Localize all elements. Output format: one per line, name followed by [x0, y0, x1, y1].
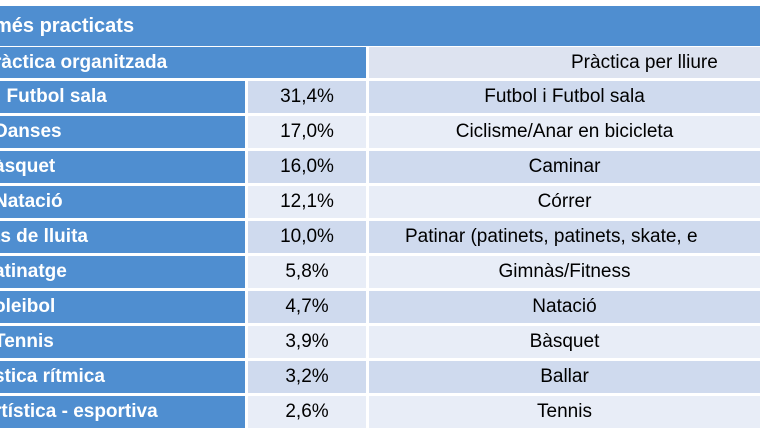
sport-cell: Tennis — [0, 326, 245, 358]
table-row: àsquet 16,0% Caminar — [0, 151, 760, 183]
free-activity-name: Caminar — [528, 156, 601, 177]
percent-cell: 10,0% — [248, 221, 366, 253]
percent-cell: 17,0% — [248, 116, 366, 148]
sport-name: stica rítmica — [0, 366, 105, 387]
header-free: Pràctica per lliure — [369, 47, 760, 78]
table-title: més practicats — [0, 6, 760, 46]
sport-name: Natació — [0, 191, 63, 212]
table-row: atinatge 5,8% Gimnàs/Fitness — [0, 256, 760, 288]
sport-cell: oleibol — [0, 291, 245, 323]
sport-cell: atinatge — [0, 256, 245, 288]
sport-cell: àsquet — [0, 151, 245, 183]
sport-cell: stica rítmica — [0, 361, 245, 393]
sport-cell: Danses — [0, 116, 245, 148]
sport-name: Tennis — [0, 331, 54, 352]
percent-cell: 3,9% — [248, 326, 366, 358]
free-activity-cell: Natació — [369, 291, 760, 323]
free-activity-name: Córrer — [537, 191, 592, 212]
sport-name: àsquet — [0, 156, 56, 177]
free-activity-name: Futbol i Futbol sala — [484, 86, 645, 107]
percent-cell: 2,6% — [248, 396, 366, 428]
free-activity-cell: Bàsquet — [369, 326, 760, 358]
sport-name: oleibol — [0, 296, 56, 317]
percent-cell: 31,4% — [248, 81, 366, 113]
free-activity-name: Natació — [532, 296, 597, 317]
sport-cell: Natació — [0, 186, 245, 218]
sport-name: atinatge — [0, 261, 67, 282]
free-activity-cell: Gimnàs/Fitness — [369, 256, 760, 288]
free-activity-cell: Patinar (patinets, patinets, skate, e — [369, 221, 760, 253]
free-activity-cell: Tennis — [369, 396, 760, 428]
free-activity-name: Ballar — [540, 366, 589, 387]
percent-cell: 3,2% — [248, 361, 366, 393]
table-row: i Futbol sala 31,4% Futbol i Futbol sala — [0, 81, 760, 113]
sport-cell: i Futbol sala — [0, 81, 245, 113]
free-activity-cell: Córrer — [369, 186, 760, 218]
table-row: rtística - esportiva 2,6% Tennis — [0, 396, 760, 428]
table-row: Danses 17,0% Ciclisme/Anar en bicicleta — [0, 116, 760, 148]
free-activity-cell: Ciclisme/Anar en bicicleta — [369, 116, 760, 148]
free-activity-name: Patinar (patinets, patinets, skate, e — [405, 226, 698, 247]
sport-cell: ts de lluita — [0, 221, 245, 253]
sport-name: rtística - esportiva — [0, 401, 158, 422]
sport-cell: rtística - esportiva — [0, 396, 245, 428]
sport-name: Danses — [0, 121, 62, 142]
header-free-label: Pràctica per lliure — [571, 52, 718, 73]
free-activity-name: Gimnàs/Fitness — [498, 261, 631, 282]
table-row: Tennis 3,9% Bàsquet — [0, 326, 760, 358]
percent-cell: 16,0% — [248, 151, 366, 183]
header-organized: ràctica organitzada — [0, 47, 366, 78]
free-activity-cell: Caminar — [369, 151, 760, 183]
free-activity-name: Ciclisme/Anar en bicicleta — [455, 121, 674, 142]
free-activity-name: Tennis — [537, 401, 592, 422]
percent-cell: 5,8% — [248, 256, 366, 288]
percent-cell: 4,7% — [248, 291, 366, 323]
free-activity-cell: Ballar — [369, 361, 760, 393]
percent-cell: 12,1% — [248, 186, 366, 218]
table-row: Natació 12,1% Córrer — [0, 186, 760, 218]
table-row: ts de lluita 10,0% Patinar (patinets, pa… — [0, 221, 760, 253]
table-row: stica rítmica 3,2% Ballar — [0, 361, 760, 393]
sport-name: i Futbol sala — [0, 86, 107, 107]
table-row: oleibol 4,7% Natació — [0, 291, 760, 323]
sport-name: ts de lluita — [0, 226, 88, 247]
free-activity-cell: Futbol i Futbol sala — [369, 81, 760, 113]
free-activity-name: Bàsquet — [529, 331, 600, 352]
